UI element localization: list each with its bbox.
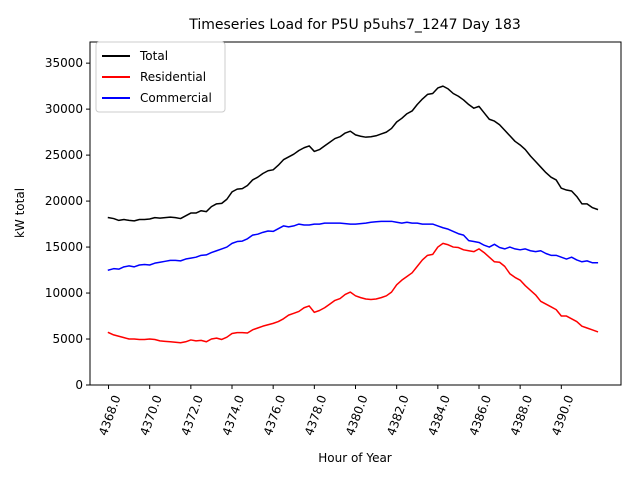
legend-frame <box>95 41 226 113</box>
y-tick-label: 35000 <box>45 56 83 70</box>
y-tick-label: 20000 <box>45 194 83 208</box>
x-axis-label: Hour of Year <box>318 451 392 465</box>
legend-label-commercial: Commercial <box>140 91 212 105</box>
plot-area-frame <box>89 41 622 386</box>
series-line-total <box>107 85 599 222</box>
series-layer <box>107 85 599 344</box>
series-line-residential <box>107 242 599 344</box>
y-tick-label: 10000 <box>45 286 83 300</box>
y-axis-label: kW total <box>13 188 27 238</box>
y-tick-label: 5000 <box>52 332 83 346</box>
legend: Total Residential Commercial <box>95 41 226 113</box>
legend-label-total: Total <box>139 49 168 63</box>
y-tick-label: 0 <box>75 378 83 392</box>
legend-label-residential: Residential <box>140 70 206 84</box>
y-tick-label: 30000 <box>45 102 83 116</box>
series-line-commercial <box>107 220 599 271</box>
y-tick-label: 25000 <box>45 148 83 162</box>
y-axis-ticks: 0 5000 10000 15000 20000 25000 30000 35000 <box>45 56 90 392</box>
chart-title: Timeseries Load for P5U p5uhs7_1247 Day … <box>188 17 521 33</box>
y-tick-label: 15000 <box>45 240 83 254</box>
